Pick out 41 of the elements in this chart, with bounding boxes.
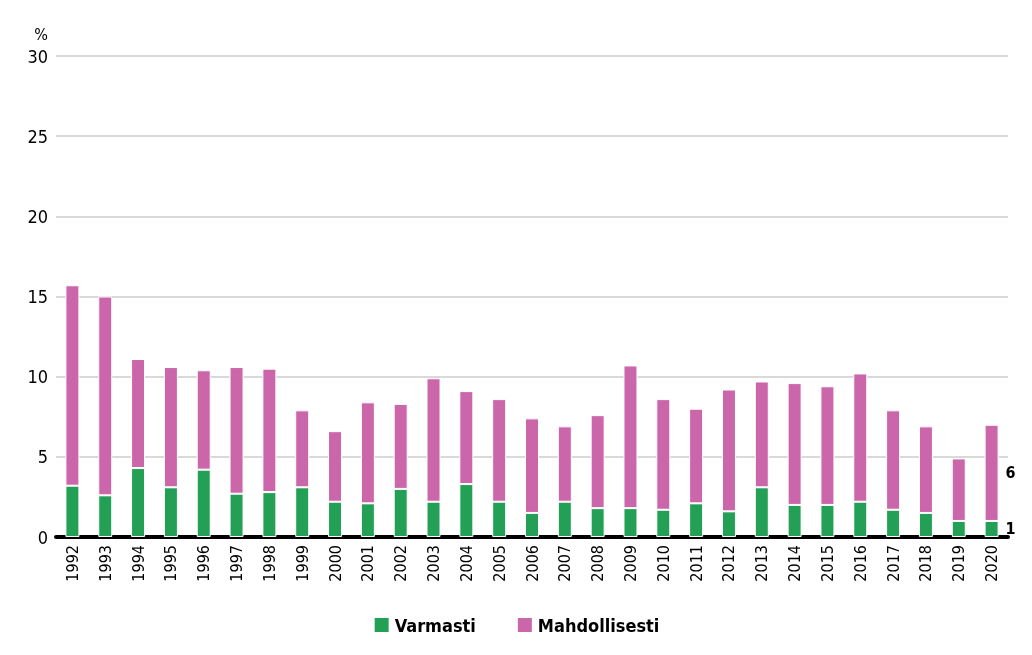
y-tick-label: 20 bbox=[27, 205, 48, 227]
x-tick-label: 2013 bbox=[752, 545, 772, 582]
x-tick-label: 2004 bbox=[456, 545, 476, 582]
x-tick-label: 2002 bbox=[391, 545, 411, 582]
y-tick-label: 0 bbox=[37, 526, 48, 548]
x-tick-label: 1994 bbox=[128, 545, 148, 582]
data-label: 6 bbox=[1005, 463, 1016, 483]
x-tick-label: 2010 bbox=[653, 545, 673, 582]
x-tick-label: 2011 bbox=[686, 545, 706, 582]
x-tick-label: 1993 bbox=[95, 545, 115, 582]
y-tick-label: 30 bbox=[27, 45, 48, 67]
x-tick-label: 2001 bbox=[358, 545, 378, 582]
y-tick-label: 25 bbox=[27, 125, 48, 147]
x-tick-label: 2005 bbox=[489, 545, 509, 582]
x-tick-label: 2018 bbox=[916, 545, 936, 582]
x-tick-label: 1995 bbox=[161, 545, 181, 582]
x-tick-label: 2016 bbox=[850, 545, 870, 582]
x-tick-label: 2008 bbox=[588, 545, 608, 582]
x-tick-label: 2017 bbox=[883, 545, 903, 582]
x-tick-label: 2006 bbox=[522, 545, 542, 582]
x-tick-label: 2020 bbox=[982, 545, 1002, 582]
x-tick-label: 2014 bbox=[785, 545, 805, 582]
legend-label: Mahdollisesti bbox=[537, 614, 660, 636]
x-tick-label: 2003 bbox=[424, 545, 444, 582]
x-tick-label: 2007 bbox=[555, 545, 575, 582]
x-tick-label: 2012 bbox=[719, 545, 739, 582]
y-axis-title: % bbox=[34, 24, 48, 44]
x-tick-label: 1997 bbox=[227, 545, 247, 582]
x-tick-label: 1998 bbox=[259, 545, 279, 582]
x-tick-label: 1996 bbox=[194, 545, 214, 582]
x-tick-label: 2019 bbox=[949, 545, 969, 582]
y-tick-label: 10 bbox=[27, 366, 48, 388]
x-tick-label: 1999 bbox=[292, 545, 312, 582]
x-tick-label: 2015 bbox=[817, 545, 837, 582]
data-label: 1 bbox=[1005, 519, 1016, 539]
x-tick-label: 2000 bbox=[325, 545, 345, 582]
y-tick-label: 5 bbox=[37, 446, 48, 468]
y-tick-label: 15 bbox=[27, 286, 48, 307]
x-tick-label: 2009 bbox=[620, 545, 640, 582]
legend-label: Varmasti bbox=[394, 614, 476, 636]
x-tick-label: 1992 bbox=[62, 545, 82, 582]
